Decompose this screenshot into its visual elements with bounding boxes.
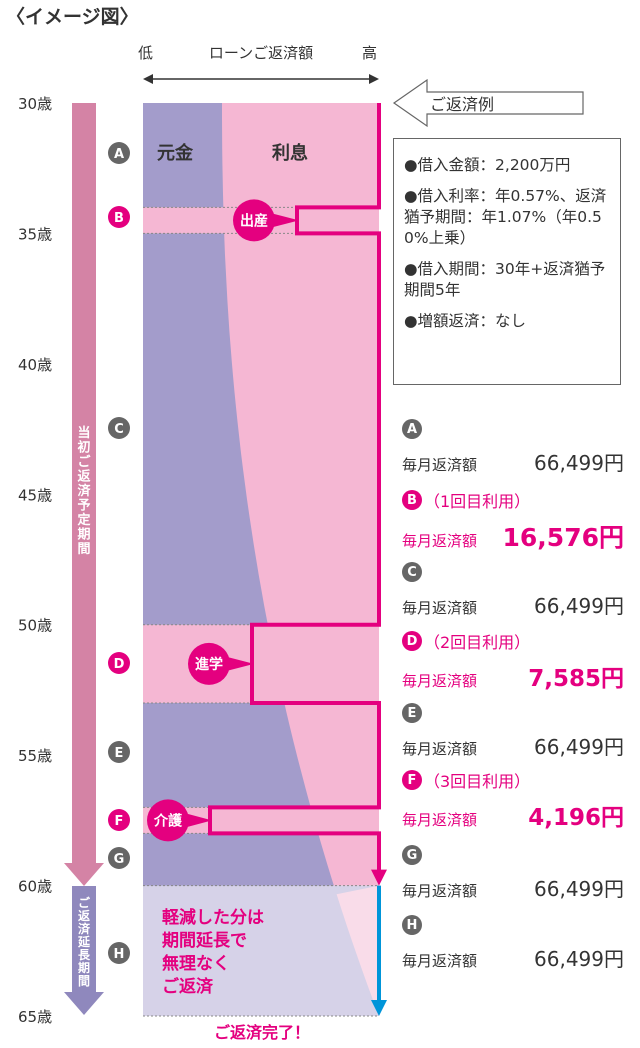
payment-amount-C: 66,499円 [534,594,624,618]
payment-amount-G: 66,499円 [534,877,624,901]
payment-badge-F: F [402,770,422,790]
age-tick-60: 60歳 [18,878,52,896]
legend-axis-label: ローンご返済額 [209,44,313,62]
payment-amount-A: 66,499円 [534,451,624,475]
series-label-interest: 利息 [272,142,308,164]
payment-C: C 毎月返済額 66,499円 [402,560,624,619]
completion-arrowhead [371,1000,387,1016]
age-tick-65: 65歳 [18,1008,52,1026]
payment-E: E 毎月返済額 66,499円 [402,701,624,760]
payment-A: A 毎月返済額 66,499円 [402,417,624,476]
age-tick-50: 50歳 [18,617,52,635]
event-badge-D: 進学 [188,642,254,685]
payment-label-E: 毎月返済額 [402,740,478,758]
condition-rate: ●借入利率：年0.57%、返済猶予期間：年1.07%（年0.50%上乗） [404,187,607,247]
payment-badge-B: B [402,490,422,510]
extension-period-label: ご返済延長期間 [77,895,91,988]
payment-amount-F: 4,196円 [528,805,624,831]
svg-text:G: G [114,852,125,867]
extension-interest-area [336,885,379,1016]
legend-double-arrow [143,74,379,84]
payment-label-G: 毎月返済額 [402,882,478,900]
page-title: 〈イメージ図〉 [6,5,139,28]
payment-usage-F: （3回目利用） [424,772,531,791]
payment-badge-A: A [402,419,422,439]
extension-note: 軽減した分は 期間延長で 無理なく ご返済 [162,908,264,997]
payment-step-arrowhead [371,869,387,886]
age-tick-40: 40歳 [18,356,52,374]
svg-text:H: H [114,947,125,962]
segment-badge-A: A [108,142,130,164]
payment-amount-H: 66,499円 [534,947,624,971]
age-tick-35: 35歳 [18,225,52,243]
plot-area [143,103,379,1016]
payment-usage-B: （1回目利用） [424,492,531,511]
payment-F: F （3回目利用） 毎月返済額 4,196円 [402,768,624,832]
svg-text:A: A [114,147,124,162]
age-tick-55: 55歳 [18,747,52,765]
payment-label-A: 毎月返済額 [402,456,478,474]
payment-badge-E: E [402,703,422,723]
svg-text:C: C [114,422,124,437]
age-axis: 30歳 35歳 40歳 45歳 50歳 55歳 60歳 65歳 [18,95,52,1026]
condition-term: ●借入期間：30年+返済猶予期間5年 [404,260,606,299]
segment-badge-G: G [108,847,130,869]
condition-prepayment: ●増額返済：なし [404,312,527,330]
segment-badge-C: C [108,417,130,439]
payment-D: D （2回目利用） 毎月返済額 7,585円 [402,629,624,693]
principal-area [143,103,379,1016]
payment-label-H: 毎月返済額 [402,952,478,970]
segment-badge-D: D [108,652,130,674]
age-tick-30: 30歳 [18,95,52,113]
payment-G: G 毎月返済額 66,499円 [402,843,624,902]
payment-badge-D: D [402,631,422,651]
svg-text:B: B [114,211,124,226]
event-band-D [143,624,379,703]
payment-amount-E: 66,499円 [534,735,624,759]
payment-label-B: 毎月返済額 [402,532,478,550]
payment-label-C: 毎月返済額 [402,599,478,617]
svg-text:E: E [115,746,124,761]
series-label-principal: 元金 [157,142,194,164]
payment-usage-D: （2回目利用） [424,633,531,652]
event-badge-B: 出産 [233,199,299,242]
initial-period-arrow [64,103,104,886]
extension-period-arrow [64,886,104,1015]
completion-label: ご返済完了！ [214,1023,310,1042]
payment-B: B （1回目利用） 毎月返済額 16,576円 [402,488,624,554]
segment-badge-E: E [108,741,130,763]
event-label-D: 進学 [195,656,223,673]
payment-badge-C: C [402,562,422,582]
initial-period-label: 当初ご返済予定期間 [76,425,91,557]
condition-amount: ●借入金額：2,200万円 [404,156,571,174]
legend-low-label: 低 [138,44,153,62]
payment-amount-B: 16,576円 [502,523,624,552]
segment-badge-H: H [108,942,130,964]
svg-text:F: F [115,814,124,829]
extension-area [143,885,379,1016]
loan-conditions-box: ●借入金額：2,200万円 ●借入利率：年0.57%、返済猶予期間：年1.07%… [393,138,621,385]
age-tick-45: 45歳 [18,486,52,504]
event-badge-F: 介護 [147,799,212,842]
event-label-F: 介護 [153,812,183,829]
segment-badge-B: B [108,206,130,228]
example-arrow [392,78,584,128]
event-label-B: 出産 [240,212,268,229]
example-label: ご返済例 [430,95,494,114]
payment-badge-G: G [402,845,422,865]
payment-label-F: 毎月返済額 [402,811,478,829]
payment-label-D: 毎月返済額 [402,672,478,690]
svg-text:D: D [114,657,125,672]
legend-high-label: 高 [362,44,377,62]
payment-amount-D: 7,585円 [528,666,624,692]
payment-H: H 毎月返済額 66,499円 [402,913,624,972]
payment-badge-H: H [402,915,422,935]
segment-badge-F: F [108,809,130,831]
